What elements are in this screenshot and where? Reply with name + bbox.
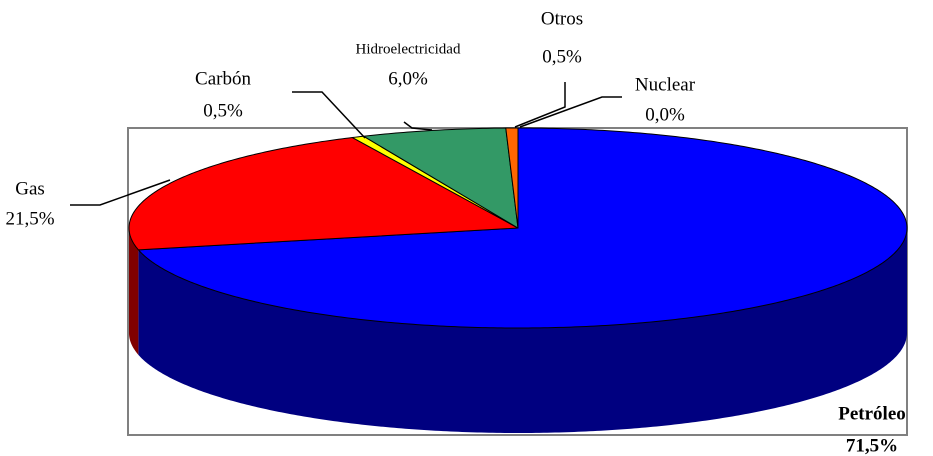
leader-line [519, 96, 622, 128]
value-label: 0,5% [542, 46, 582, 67]
category-label: Otros [541, 8, 583, 29]
category-label: Gas [15, 178, 45, 199]
slice [363, 127, 519, 229]
category-label: Hidroelectricidad [356, 41, 461, 57]
leader-line [70, 179, 171, 206]
pie [128, 127, 908, 433]
leader-line [292, 91, 366, 139]
slice [137, 127, 908, 329]
value-label: 6,0% [388, 68, 428, 89]
category-label: Nuclear [635, 74, 696, 95]
leader-line [403, 121, 433, 131]
slice [128, 137, 519, 251]
value-label: 71,5% [846, 435, 898, 456]
value-label: 21,5% [5, 208, 54, 229]
slice-side [129, 228, 139, 355]
value-label: 0,0% [645, 104, 685, 125]
leader-line [514, 82, 566, 128]
slice-side [138, 228, 907, 433]
value-label: 0,5% [203, 100, 243, 121]
category-label: Petróleo [838, 403, 906, 424]
category-label: Carbón [195, 68, 251, 89]
labels: Petróleo 71,5% Gas 21,5% Carbón 0,5% Hidroelec… [5, 8, 905, 456]
